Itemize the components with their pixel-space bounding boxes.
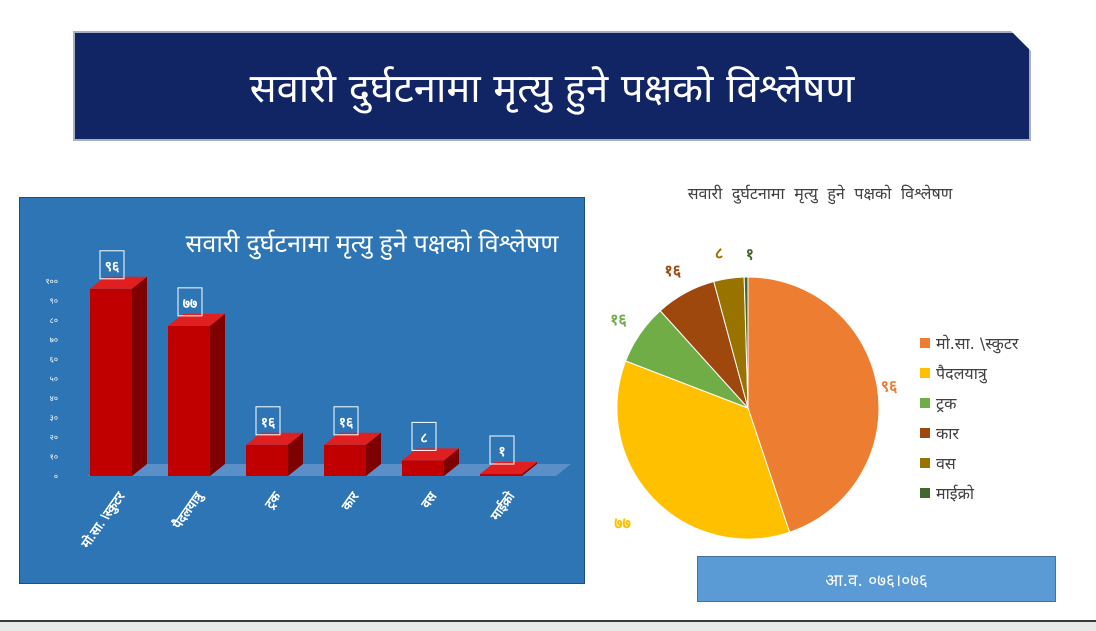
y-tick-label: ६० xyxy=(50,355,58,364)
y-tick-label: ५० xyxy=(50,375,58,384)
legend-label: माईक्रो xyxy=(936,484,975,503)
bar-data-label-box xyxy=(177,287,203,317)
y-tick-label: ४० xyxy=(50,394,58,403)
bar-top xyxy=(246,432,303,445)
bar xyxy=(480,462,537,476)
bar xyxy=(90,276,147,476)
page-title: सवारी दुर्घटनामा मृत्यु हुने पक्षको विश्… xyxy=(249,65,855,112)
pie-chart-title: सवारी दुर्घटनामा मृत्यु हुने पक्षको विश्… xyxy=(687,184,953,203)
pie-slice xyxy=(616,360,791,540)
y-tick-label: ९० xyxy=(50,297,58,306)
fiscal-year-box: आ.व. ०७६।०७६ xyxy=(697,556,1056,602)
bar-data-label: १६ xyxy=(339,414,354,430)
bar-front xyxy=(168,325,210,476)
legend-swatch xyxy=(920,428,930,438)
legend-item: वस xyxy=(920,448,1018,478)
page-banner: सवारी दुर्घटनामा मृत्यु हुने पक्षको विश्… xyxy=(73,31,1031,141)
y-tick-label: ७० xyxy=(50,336,58,345)
bar-side xyxy=(366,432,381,476)
bar-data-label: १ xyxy=(498,443,505,459)
bar-data-label-box xyxy=(99,250,125,280)
legend-swatch xyxy=(920,458,930,468)
bar-data-label-box xyxy=(255,406,281,436)
bar-top xyxy=(480,462,537,474)
bar-front xyxy=(90,288,132,476)
bar-data-label: ९६ xyxy=(105,258,120,274)
legend-label: पैदलयात्रु xyxy=(936,364,987,383)
x-category-label: वस xyxy=(417,488,440,512)
bar-side xyxy=(444,448,459,476)
bar-side xyxy=(522,462,537,476)
legend-swatch xyxy=(920,368,930,378)
bar xyxy=(168,313,225,476)
y-tick-label: १० xyxy=(50,453,58,462)
banner-corner-fold xyxy=(1011,31,1031,51)
y-tick-label: ३० xyxy=(50,414,58,423)
legend-label: कार xyxy=(936,424,959,443)
bar-chart-panel: सवारी दुर्घटनामा मृत्यु हुने पक्षको विश्… xyxy=(19,197,585,584)
y-tick-label: १०० xyxy=(46,277,58,286)
bar-data-label-box xyxy=(333,406,359,436)
pie-data-label: १६ xyxy=(610,312,627,329)
bar xyxy=(402,448,459,476)
bar-chart-title: सवारी दुर्घटनामा मृत्यु हुने पक्षको विश्… xyxy=(186,229,560,260)
pie-legend: मो.सा. \स्कुटर पैदलयात्रु ट्रक कार वस माईक्रो xyxy=(920,328,1018,508)
bar-data-label: ७७ xyxy=(183,295,198,311)
bar-front xyxy=(246,444,288,476)
pie-data-label: ९६ xyxy=(881,379,898,396)
fiscal-year-label: आ.व. ०७६।०७६ xyxy=(825,570,928,591)
x-category-label: माईक्रो xyxy=(487,489,518,524)
bar-top xyxy=(90,276,147,289)
bar-side xyxy=(132,276,147,476)
y-tick-label: २० xyxy=(50,433,58,442)
bar-chart: सवारी दुर्घटनामा मृत्यु हुने पक्षको विश्… xyxy=(46,229,571,553)
bar-top xyxy=(168,313,225,326)
x-category-label: पैदलयात्रु xyxy=(169,488,207,533)
legend-item: पैदलयात्रु xyxy=(920,358,1018,388)
x-category-label: ट्रक xyxy=(261,488,285,512)
legend-item: ट्रक xyxy=(920,388,1018,418)
y-tick-label: ८० xyxy=(50,316,58,325)
pie-slice xyxy=(747,276,880,533)
bar-front xyxy=(324,444,366,476)
legend-swatch xyxy=(920,338,930,348)
bar xyxy=(246,432,303,476)
pie-data-label: ८ xyxy=(715,245,723,262)
pie-data-label: १ xyxy=(746,246,754,263)
bar-top xyxy=(402,448,459,461)
bar-top xyxy=(324,432,381,445)
legend-item: मो.सा. \स्कुटर xyxy=(920,328,1018,358)
bar-side xyxy=(210,313,225,476)
y-tick-label: ० xyxy=(54,472,58,481)
pie-slice xyxy=(743,276,749,409)
bar-front xyxy=(480,474,522,476)
bar-side xyxy=(288,432,303,476)
bar-data-label-box xyxy=(411,421,437,451)
legend-label: मो.सा. \स्कुटर xyxy=(936,334,1019,353)
pie-data-label: ७७ xyxy=(614,515,631,532)
pie-data-label: १६ xyxy=(664,263,681,280)
bottom-toolbar-strip xyxy=(0,620,1096,631)
legend-label: वस xyxy=(936,454,956,473)
bar xyxy=(324,432,381,476)
bar-data-label: १६ xyxy=(261,414,276,430)
bar-front xyxy=(402,460,444,476)
bar-data-label: ८ xyxy=(420,429,427,445)
pie-chart: ९६ ७७ १६ १६ ८ १ xyxy=(610,245,898,540)
legend-swatch xyxy=(920,488,930,498)
x-category-label: मो.सा. \स्कुटर xyxy=(78,489,129,553)
legend-item: माईक्रो xyxy=(920,478,1018,508)
x-category-label: कार xyxy=(338,489,362,514)
bar-data-label-box xyxy=(489,435,515,465)
legend-swatch xyxy=(920,398,930,408)
legend-item: कार xyxy=(920,418,1018,448)
legend-label: ट्रक xyxy=(936,394,957,413)
